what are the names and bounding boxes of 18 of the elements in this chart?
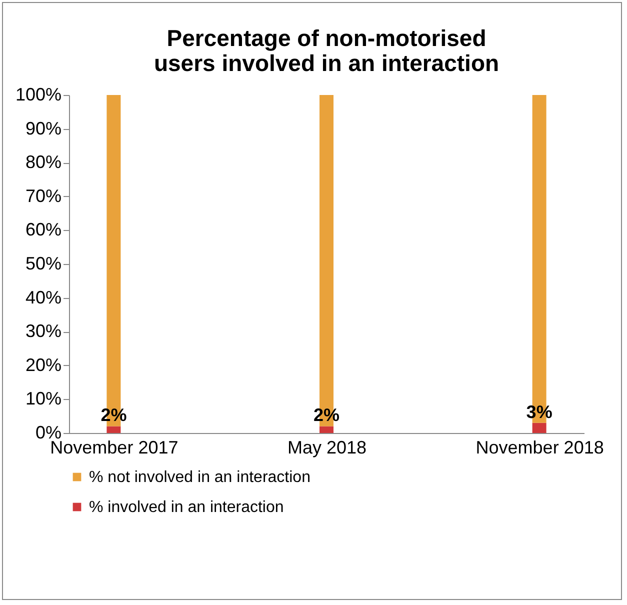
- y-tick-label: 70%: [25, 186, 62, 206]
- y-tick-label: 100%: [15, 84, 62, 104]
- y-tick-label: 60%: [25, 220, 62, 240]
- y-tick-label: 90%: [25, 118, 62, 138]
- legend-label: % not involved in an interaction: [89, 469, 310, 486]
- bar: [532, 422, 546, 433]
- y-tick-label: 10%: [25, 388, 62, 409]
- bar: [320, 426, 334, 433]
- y-tick-label: 80%: [25, 152, 62, 172]
- y-tick-label: 40%: [25, 287, 62, 308]
- bar: [106, 426, 121, 433]
- y-tick-label: 30%: [25, 321, 62, 342]
- legend-label: % involved in an interaction: [89, 499, 284, 516]
- y-tick-label: 20%: [25, 354, 62, 375]
- x-tick-label: November 2018: [476, 438, 604, 458]
- y-tick-label: 50%: [25, 254, 62, 274]
- chart-title: Percentage of non-motorised users involved in an interaction: [154, 25, 500, 76]
- x-tick-label: May 2018: [287, 438, 367, 458]
